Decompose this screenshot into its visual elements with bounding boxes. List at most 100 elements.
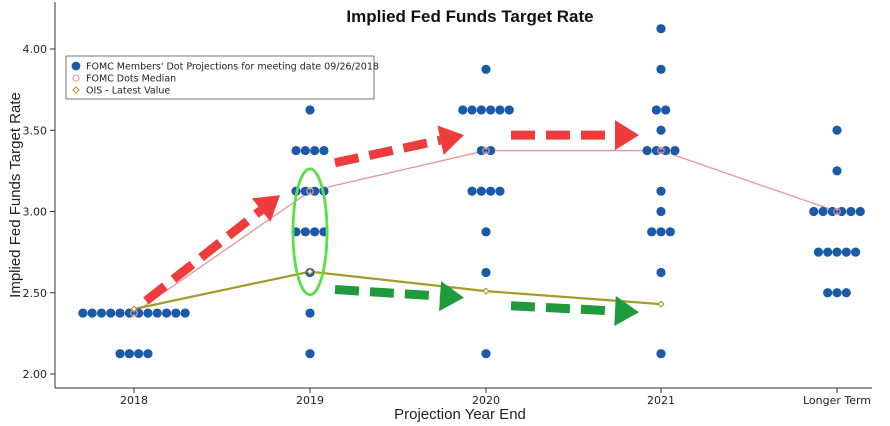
fomc-dot (841, 247, 851, 257)
fomc-dot (832, 247, 842, 257)
median-marker (306, 187, 314, 195)
fomc-dot (809, 206, 819, 217)
y-tick-label: 2.00 (23, 368, 48, 381)
fomc-dot (310, 227, 320, 237)
fomc-dot (305, 105, 315, 115)
ois-marker (657, 300, 665, 308)
ois-marker (482, 287, 490, 295)
red-dashed-arrow (143, 206, 264, 305)
fomc-dot (96, 308, 107, 318)
green-arrow-head (614, 296, 639, 327)
fomc-dot (832, 166, 842, 176)
fomc-dot (143, 308, 153, 318)
red-arrow-head (615, 120, 639, 151)
ois-marker (306, 268, 314, 276)
legend-dot-icon (71, 61, 81, 71)
fomc-dot (481, 267, 491, 278)
red-arrow-head (251, 195, 280, 222)
x-tick-label: 2020 (472, 394, 500, 407)
fomc-dot (310, 145, 320, 156)
fomc-dot (161, 308, 172, 318)
y-tick-label: 3.50 (23, 124, 48, 137)
series-line-median (133, 149, 838, 314)
y-tick-label: 3.00 (23, 206, 48, 219)
green-dashed-arrow (510, 301, 616, 316)
fomc-dot (481, 227, 491, 237)
legend-entry: OIS - Latest Value (86, 86, 170, 97)
fomc-dot (813, 247, 824, 257)
fomc-dot (832, 288, 842, 298)
fomc-dot (291, 145, 301, 156)
fomc-dot (642, 145, 652, 156)
legend-diamond-icon (72, 86, 80, 94)
fomc-dot (134, 349, 144, 359)
fomc-dot (661, 105, 671, 115)
fomc-dot (481, 349, 491, 359)
fomc-dot (300, 145, 310, 156)
fomc-dot (504, 105, 514, 115)
x-tick-label: Longer Term (803, 394, 871, 407)
fomc-dot (818, 206, 828, 217)
fomc-dot (823, 247, 833, 257)
fomc-dot (656, 267, 666, 278)
fomc-dot (651, 105, 661, 115)
x-tick-label: 2019 (296, 394, 324, 407)
fomc-dot (665, 227, 675, 237)
y-axis-label: Implied Fed Funds Target Rate (7, 92, 24, 298)
ois-marker (130, 305, 138, 313)
fomc-dot (656, 64, 666, 74)
fomc-dot (467, 186, 477, 196)
fomc-dot (458, 105, 468, 115)
fomc-dot (647, 227, 657, 237)
fomc-dot (846, 206, 856, 217)
fomc-dot (495, 186, 505, 196)
legend-ring-icon (72, 74, 80, 82)
fomc-dot (656, 186, 666, 196)
y-tick-label: 2.50 (23, 287, 48, 300)
fomc-dot (855, 206, 865, 217)
fomc-dot (656, 349, 666, 359)
legend-entry: FOMC Members' Dot Projections for meetin… (86, 62, 379, 73)
chart-title: Implied Fed Funds Target Rate (346, 7, 593, 26)
fomc-dot (476, 105, 486, 115)
fomc-dot (656, 206, 666, 217)
fomc-dot (851, 247, 861, 257)
fomc-dot (152, 308, 162, 318)
fomc-dot (171, 308, 181, 318)
fomc-dot (656, 125, 666, 135)
fomc-dot (823, 288, 833, 298)
red-dashed-arrow (334, 135, 442, 168)
fomc-dot (115, 308, 125, 318)
fomc-dot (656, 24, 666, 34)
median-marker (833, 207, 841, 216)
fomc-dot (143, 349, 153, 359)
fomc-dot (305, 349, 315, 359)
y-tick-label: 4.00 (23, 43, 48, 56)
red-arrow-head (437, 125, 464, 155)
median-marker (657, 146, 665, 155)
fomc-dot (841, 288, 851, 298)
median-marker (482, 146, 490, 155)
fomc-dot (87, 308, 97, 318)
fomc-dot (476, 186, 486, 196)
legend-entry: FOMC Dots Median (86, 74, 176, 85)
fomc-dot (495, 105, 505, 115)
fomc-dot (670, 145, 680, 156)
fomc-dot (832, 125, 842, 135)
fomc-dot (106, 308, 116, 318)
fomc-dot (300, 227, 310, 237)
plot-area: 2.00 2.50 3.00 3.50 4.00 2018 2019 2020 2021 Long… (23, 2, 872, 407)
fomc-dot (319, 145, 329, 156)
fomc-dot (305, 308, 315, 318)
fomc-dot (656, 227, 666, 237)
series-line-ois (133, 270, 662, 311)
fomc-dot (486, 105, 496, 115)
fomc-dot (180, 308, 190, 318)
fomc-dot (486, 186, 496, 196)
legend-box (65, 55, 375, 100)
fomc-dot (481, 64, 491, 74)
fomc-dot (467, 105, 477, 115)
x-tick-label: 2021 (647, 394, 675, 407)
